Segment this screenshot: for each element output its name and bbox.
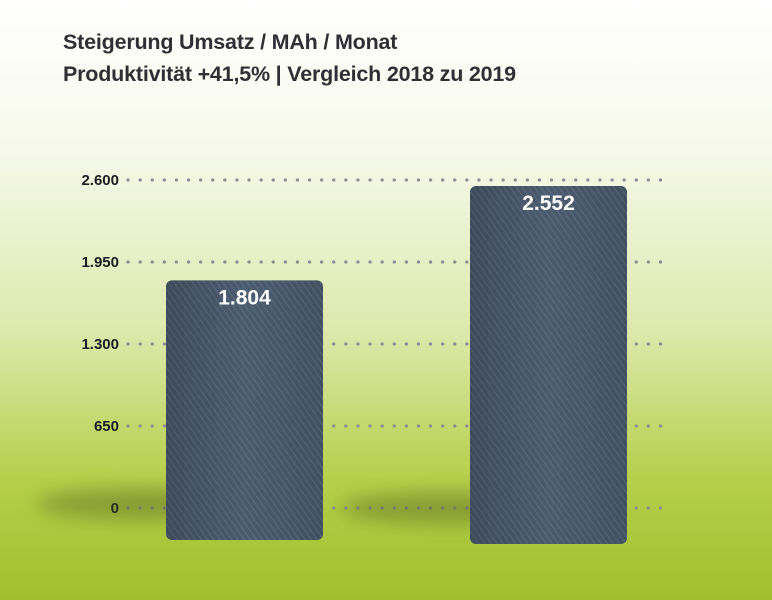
y-tick-label: 1.300 [81, 336, 119, 353]
chart-title-block: Steigerung Umsatz / MAh / Monat Produkti… [63, 26, 516, 90]
y-tick-label: 650 [94, 418, 119, 435]
bar-shading [470, 186, 627, 544]
chart-title: Steigerung Umsatz / MAh / Monat [63, 30, 398, 54]
bar-shading [166, 280, 323, 540]
bar-2019 [470, 186, 627, 544]
chart-subtitle: Produktivität +41,5% | Vergleich 2018 zu… [63, 62, 516, 86]
bar-2018 [166, 280, 323, 540]
y-tick-label: 1.950 [81, 254, 119, 271]
data-labels: 1.804 2.552 [218, 192, 575, 309]
bar-value-label: 2.552 [522, 192, 575, 215]
bar-value-label: 1.804 [218, 286, 271, 309]
bars [166, 186, 627, 544]
y-tick-label: 2.600 [81, 172, 119, 189]
